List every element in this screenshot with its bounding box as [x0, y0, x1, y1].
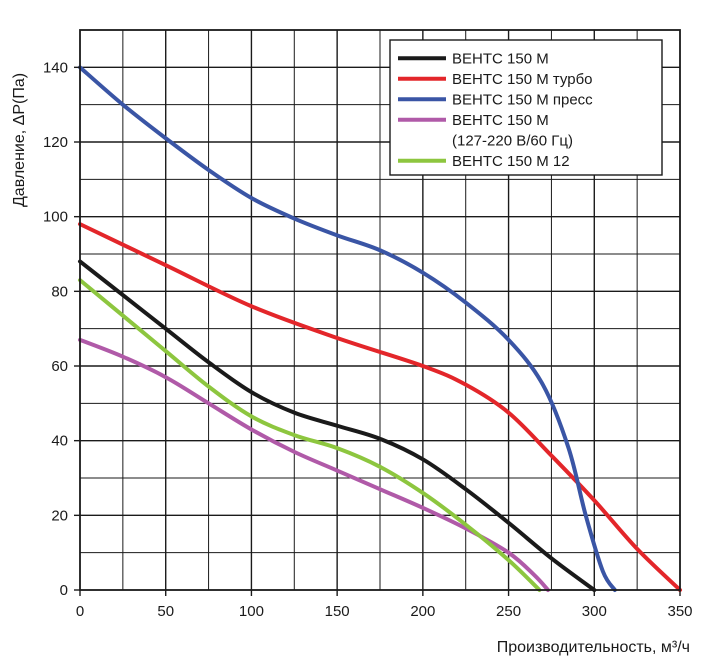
- series-line-1: [78, 259, 597, 592]
- legend: ВЕНТС 150 М ВЕНТС 150 М турбо ВЕНТС 150 М …: [389, 39, 663, 176]
- x-tick-label: 150: [325, 603, 350, 620]
- y-tick-label: 0: [60, 582, 68, 599]
- legend-box: [389, 39, 663, 176]
- y-tick-label: 40: [51, 433, 68, 450]
- x-axis-label: Производительность, м³/ч: [497, 639, 690, 656]
- series-line-4: [78, 337, 550, 592]
- x-tick-label: 350: [667, 603, 692, 620]
- y-axis-ticks: 0 20 40 60 80 100 120 140: [43, 59, 80, 599]
- legend-label-1: ВЕНТС 150 М: [452, 50, 549, 67]
- y-tick-label: 20: [51, 507, 68, 524]
- y-tick-label: 100: [43, 209, 68, 226]
- x-tick-label: 200: [410, 603, 435, 620]
- y-tick-label: 140: [43, 59, 68, 76]
- series-line-2: [78, 222, 682, 592]
- y-tick-label: 80: [51, 283, 68, 300]
- legend-label-4: ВЕНТС 150 М: [452, 112, 549, 129]
- legend-label-5: ВЕНТС 150 М 12: [452, 153, 570, 170]
- series-line-5: [78, 278, 542, 592]
- y-tick-label: 60: [51, 358, 68, 375]
- x-tick-label: 50: [157, 603, 174, 620]
- minor-gridlines: [80, 30, 680, 590]
- x-tick-label: 0: [76, 603, 84, 620]
- x-tick-label: 300: [582, 603, 607, 620]
- x-tick-label: 250: [496, 603, 521, 620]
- plot-frame: [79, 29, 681, 591]
- y-axis-label: Давление, ΔP(Па): [11, 73, 28, 207]
- x-axis-ticks: 0 50 100 150 200 250 300 350: [76, 590, 693, 620]
- legend-label-2: ВЕНТС 150 М турбо: [452, 71, 593, 88]
- series-lines: [78, 65, 682, 592]
- legend-label-3: ВЕНТС 150 М пресс: [452, 91, 593, 108]
- legend-label-4: (127-220 В/60 Гц): [452, 132, 573, 149]
- x-tick-label: 100: [239, 603, 264, 620]
- y-tick-label: 120: [43, 134, 68, 151]
- series-line-3: [78, 65, 617, 592]
